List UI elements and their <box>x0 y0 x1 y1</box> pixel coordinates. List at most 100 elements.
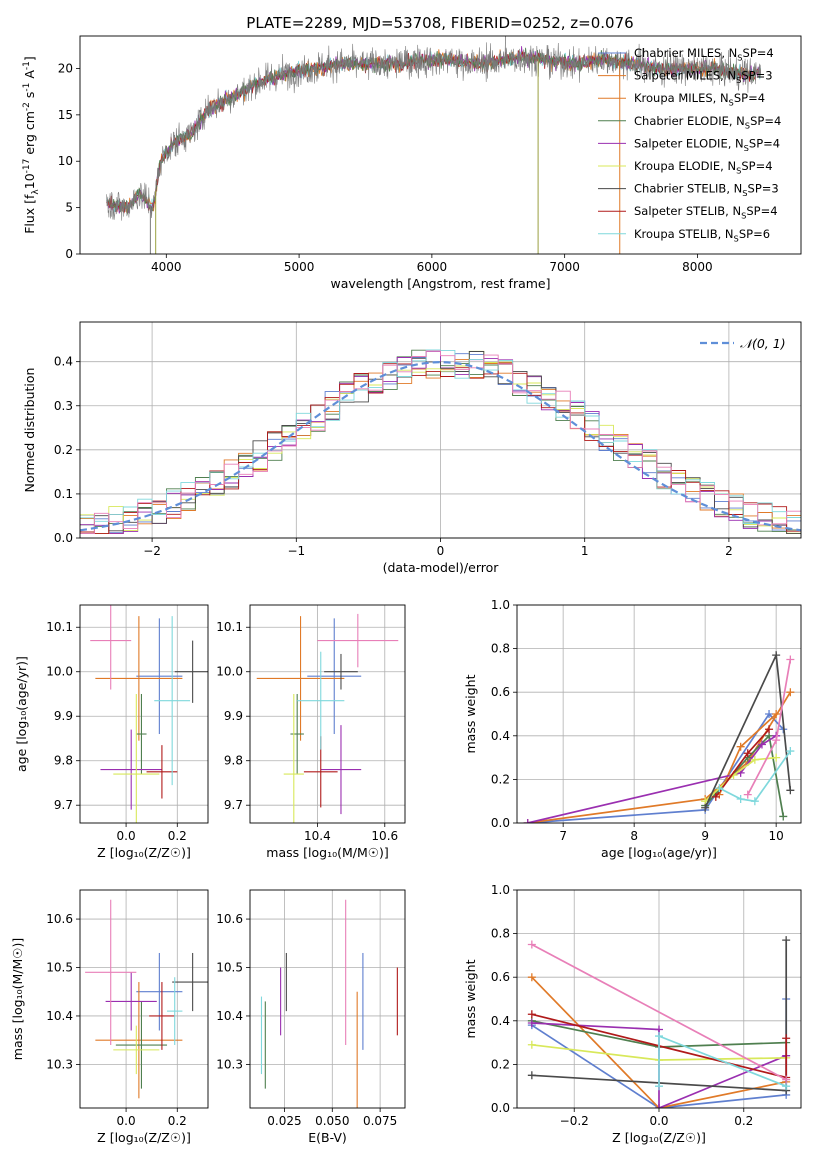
legend-label: Salpeter STELIB, NS​SP=4 <box>634 204 778 220</box>
x-tick-label: 2 <box>725 544 733 558</box>
y-tick-label: 9.7 <box>224 798 243 812</box>
mass-weight-point <box>765 710 774 718</box>
mass-weight-point <box>772 651 781 660</box>
x-tick-label: 0.2 <box>734 1114 753 1128</box>
mass-weight-point <box>655 1032 663 1041</box>
y-tick-label: 0.3 <box>54 399 73 413</box>
x-tick-label: 8 <box>630 829 638 843</box>
axes-frame <box>249 604 406 824</box>
mass-weight-point <box>772 710 781 718</box>
observed-spectrum-line <box>106 42 762 221</box>
axes-frame <box>516 889 802 1109</box>
plot-area <box>527 936 791 1108</box>
x-axis-label: Z [log₁₀(Z/Z☉)] <box>612 1130 706 1145</box>
mass-weight-point <box>715 784 724 793</box>
spectrum-legend: Chabrier MILES, NS​SP=4 Salpeter MILES, N… <box>598 46 781 243</box>
y-tick-label: 10.4 <box>46 1009 73 1023</box>
mass-weight-point <box>743 790 752 799</box>
legend-label: Salpeter ELODIE, NS​SP=4 <box>634 136 780 152</box>
y-tick-label: 0.6 <box>491 970 510 984</box>
x-tick-label: 0.0 <box>117 1114 136 1128</box>
y-tick-label: 10.6 <box>216 912 243 926</box>
mass-weight-point <box>772 753 781 762</box>
residual-histogram <box>80 350 801 535</box>
mass-weight-point <box>711 792 720 801</box>
mass-weight-point <box>701 803 710 812</box>
y-axis-label: mass [log₁₀(M/M☉)] <box>10 938 25 1060</box>
x-tick-label: 0.075 <box>363 1114 397 1128</box>
plot-area <box>256 613 399 823</box>
spectrum-spike <box>504 36 506 69</box>
y-tick-label: 0 <box>65 247 73 261</box>
x-tick-label: 0.0 <box>117 829 136 843</box>
x-tick-label: 7 <box>559 829 567 843</box>
y-tick-label: 10.4 <box>216 1009 243 1023</box>
mass-weight-point <box>523 819 532 823</box>
y-axis-label: age [log₁₀(age/yr)] <box>14 656 29 772</box>
mass-weight-series-line <box>531 976 787 1108</box>
x-axis-label: age [log₁₀(age/yr)] <box>601 845 717 860</box>
residual-histogram <box>80 362 801 535</box>
x-tick-label: −1 <box>287 544 305 558</box>
mass-weight-point <box>786 655 795 664</box>
axes-frame <box>249 889 406 1109</box>
mass-vs-metallicity-axes: 0.0 0.2 10.3 10.4 10.5 10.6 Z [log₁₀(Z/Z☉)] mas… <box>10 889 209 1145</box>
mass-weight-series-line <box>531 943 787 1081</box>
y-axis-label: mass weight <box>463 674 478 753</box>
y-tick-label: 0.4 <box>54 355 73 369</box>
x-tick-label: 0.2 <box>168 1114 187 1128</box>
spectrum-axes: 4000 5000 6000 7000 8000 0 5 10 15 20 wavelength [… <box>22 35 802 291</box>
legend-label: Chabrier STELIB, NS​SP=3 <box>634 182 779 198</box>
y-axis-label: Flux [fλ​10-17​ erg cm-2​ s-1​ A-1​] <box>22 56 41 234</box>
age-vs-metallicity-axes: 0.0 0.2 9.7 9.8 9.9 10.0 10.1 Z [log₁₀(Z/Z☉)] ag… <box>14 604 209 860</box>
x-tick-label: 7000 <box>549 260 580 274</box>
mass-weight-point <box>736 742 745 751</box>
mass-weight-series-line <box>718 750 791 803</box>
mass-weight-point <box>527 1040 536 1049</box>
y-tick-label: 20 <box>58 61 73 75</box>
x-tick-label: −0.2 <box>560 1114 589 1128</box>
y-tick-label: 0.1 <box>54 487 73 501</box>
massweight-vs-metallicity-axes: −0.2 0.0 0.2 0.0 0.2 0.4 0.6 0.8 1.0 Z [log₁₀(Z/Z… <box>463 883 802 1145</box>
x-tick-label: −2 <box>143 544 161 558</box>
legend-label: Chabrier ELODIE, NS​SP=4 <box>634 114 781 130</box>
mass-weight-series-line <box>527 735 777 823</box>
y-tick-label: 10.1 <box>46 620 73 634</box>
y-tick-label: 0.0 <box>54 531 73 545</box>
y-tick-label: 9.8 <box>224 754 243 768</box>
mass-weight-point <box>757 740 766 749</box>
y-tick-label: 0.0 <box>491 1101 510 1115</box>
axes-frame <box>516 604 802 824</box>
gaussian-curve <box>80 360 801 532</box>
y-tick-label: 1.0 <box>491 598 510 612</box>
residual-legend: 𝒩(0, 1) <box>700 336 786 351</box>
mass-weight-point <box>527 1071 536 1080</box>
residual-histogram <box>80 351 801 535</box>
mass-weight-point <box>772 736 781 745</box>
y-tick-label: 0.4 <box>491 729 510 743</box>
y-tick-label: 10.0 <box>216 665 243 679</box>
mass-weight-point <box>527 1018 536 1027</box>
x-axis-label: Z [log₁₀(Z/Z☉)] <box>97 845 191 860</box>
x-tick-label: 1 <box>581 544 589 558</box>
y-tick-label: 15 <box>58 108 73 122</box>
legend-label: Salpeter MILES, NS​SP=3 <box>634 69 773 85</box>
y-axis-label: mass weight <box>463 959 478 1038</box>
axes-frame <box>79 35 802 255</box>
x-tick-label: 4000 <box>151 260 182 274</box>
y-tick-label: 10 <box>58 154 73 168</box>
age-vs-mass-axes: 10.4 10.6 9.7 9.8 9.9 10.0 10.1 mass [log₁₀(M/M… <box>216 604 406 860</box>
residual-histogram <box>80 349 801 524</box>
legend-label: Kroupa MILES, NS​SP=4 <box>634 91 765 107</box>
y-tick-label: 10.5 <box>46 961 73 975</box>
y-tick-label: 1.0 <box>491 883 510 897</box>
axes-frame <box>79 889 209 1109</box>
legend-label: Kroupa ELODIE, NS​SP=4 <box>634 159 773 175</box>
plot-area <box>523 651 795 823</box>
mass-weight-point <box>779 812 788 821</box>
y-tick-label: 0.4 <box>491 1014 510 1028</box>
x-tick-label: 6000 <box>417 260 448 274</box>
mass-weight-point <box>750 797 759 806</box>
plot-area <box>260 899 398 1108</box>
